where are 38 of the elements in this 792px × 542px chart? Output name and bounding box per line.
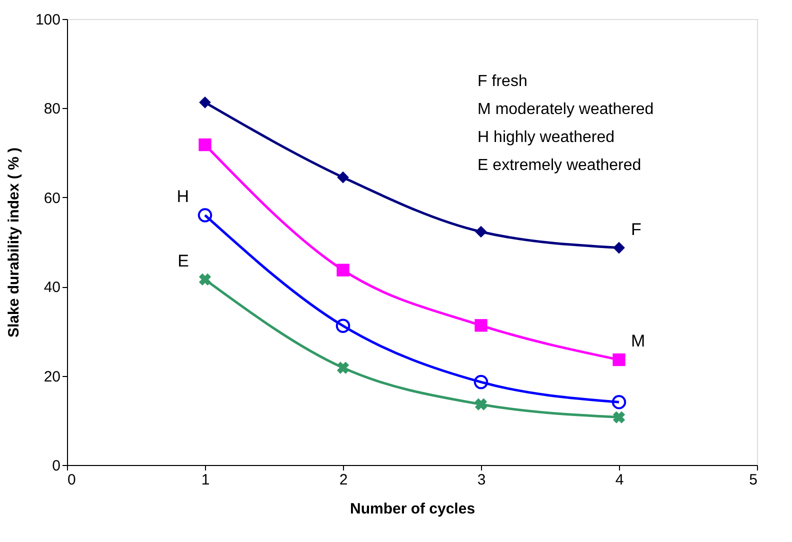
y-axis-title: Slake durability index ( % ): [5, 147, 22, 338]
annotation: E extremely weathered: [478, 157, 642, 174]
y-tick-label: 80: [44, 100, 60, 118]
annotation: F fresh: [478, 73, 528, 90]
y-tick-label: 100: [35, 12, 60, 28]
point: [612, 395, 626, 410]
annotation: H highly weathered: [478, 129, 615, 146]
annotation: M moderately weathered: [478, 101, 654, 118]
x-tick-label: 0: [68, 472, 76, 488]
series-label: M: [631, 332, 646, 351]
series-label: H: [176, 187, 189, 206]
y-tick-label: 0: [52, 458, 60, 474]
x-tick-label: 5: [749, 472, 758, 488]
point: [336, 362, 350, 374]
x-tick-label: 2: [339, 472, 348, 488]
point: [612, 353, 626, 366]
x-tick-label: 1: [201, 472, 210, 488]
point: [199, 96, 211, 108]
point: [336, 318, 350, 333]
point: [198, 273, 212, 286]
series-label: F: [631, 220, 642, 239]
point: [337, 171, 349, 184]
series-label: E: [178, 251, 189, 270]
x-tick-label: 3: [477, 472, 486, 488]
point: [198, 208, 212, 222]
point: [613, 242, 625, 254]
point: [474, 398, 488, 410]
point: [198, 138, 212, 152]
point: [475, 226, 487, 238]
y-tick-label: 40: [44, 279, 60, 296]
x-axis-title: Number of cycles: [350, 500, 476, 518]
point: [612, 411, 626, 424]
point: [474, 319, 488, 332]
point: [336, 264, 350, 276]
y-tick-label: 20: [44, 368, 60, 386]
point: [474, 374, 488, 390]
y-tick-label: 60: [44, 190, 60, 207]
x-tick-label: 4: [615, 472, 624, 488]
